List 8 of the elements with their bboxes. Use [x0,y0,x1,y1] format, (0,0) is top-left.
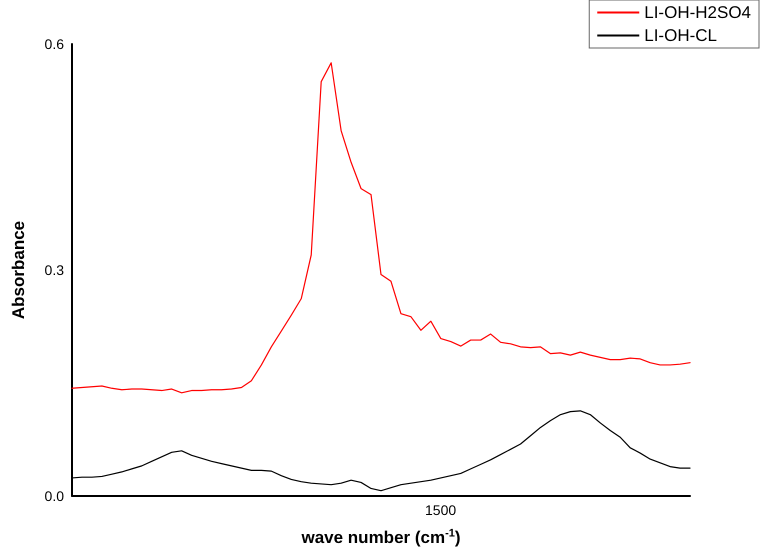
text: 1500 [425,502,456,518]
y-axis-title: Absorbance [9,220,28,320]
line-series [71,62,691,394]
y-tick-label: 0.0 [44,488,64,504]
legend-label: LI-OH-CL [644,26,717,45]
y-tick-label: 0.3 [44,262,64,278]
legend-label: LI-OH-H2SO4 [644,3,751,22]
y-tick-label: 0.6 [44,36,64,52]
